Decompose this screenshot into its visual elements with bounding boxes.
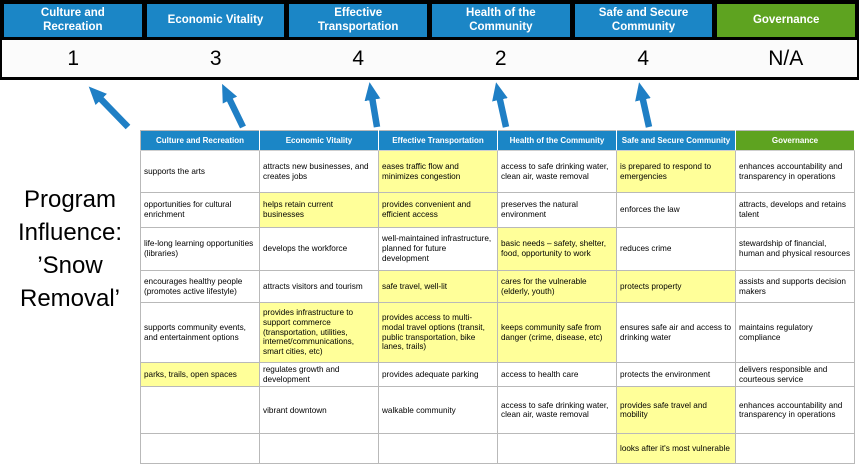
- matrix-cell: access to health care: [497, 362, 617, 388]
- matrix-cell: access to safe drinking water, clean air…: [497, 386, 617, 435]
- matrix-cell: protects property: [616, 270, 736, 303]
- score-governance: N/A: [768, 46, 804, 70]
- matrix-cell: looks after it's most vulnerable: [616, 433, 736, 465]
- matrix-cell: provides infrastructure to support comme…: [259, 302, 379, 363]
- matrix-cell: access to safe drinking water, clean air…: [497, 150, 617, 193]
- matrix-cell: walkable community: [378, 386, 498, 435]
- matrix-cell: life-long learning opportunities (librar…: [140, 227, 260, 271]
- banner-category-culture-recreation: Culture and Recreation: [4, 4, 142, 37]
- matrix-header-4: Safe and Secure Community: [616, 130, 736, 151]
- page-title: Program Influence: ’Snow Removal’: [17, 186, 123, 313]
- matrix-cell: encourages healthy people (promotes acti…: [140, 270, 260, 303]
- matrix-cell: cares for the vulnerable (elderly, youth…: [497, 270, 617, 303]
- up-arrow-icon: [364, 82, 381, 128]
- up-arrow-icon: [88, 86, 131, 130]
- table-row: opportunities for cultural enrichment hel…: [140, 192, 855, 228]
- table-row: supports community events, and entertain…: [140, 302, 855, 363]
- matrix-cell: regulates growth and development: [259, 362, 379, 388]
- priority-scores: 1 3 4 2 4 N/A: [2, 40, 857, 77]
- matrix-cell: assists and supports decision makers: [735, 270, 855, 303]
- table-row: life-long learning opportunities (librar…: [140, 227, 855, 271]
- matrix-cell: ensures safe air and access to drinking …: [616, 302, 736, 363]
- matrix-cell: [378, 433, 498, 465]
- arrows-layer: [88, 82, 653, 130]
- matrix-cell: vibrant downtown: [259, 386, 379, 435]
- matrix-header-1: Economic Vitality: [259, 130, 379, 151]
- matrix-cell: protects the environment: [616, 362, 736, 388]
- matrix-header-3: Health of the Community: [497, 130, 617, 151]
- matrix-cell: parks, trails, open spaces: [140, 362, 260, 388]
- matrix-header-2: Effective Transportation: [378, 130, 498, 151]
- matrix-cell: is prepared to respond to emergencies: [616, 150, 736, 193]
- matrix-cell: keeps community safe from danger (crime,…: [497, 302, 617, 363]
- matrix-cell: [259, 433, 379, 465]
- table-row: parks, trails, open spaces regulates grow…: [140, 362, 855, 388]
- matrix-cell: provides convenient and efficient access: [378, 192, 498, 228]
- matrix-cell: maintains regulatory compliance: [735, 302, 855, 363]
- matrix-cell: basic needs – safety, shelter, food, opp…: [497, 227, 617, 271]
- matrix-cell: attracts visitors and tourism: [259, 270, 379, 303]
- matrix-cell: [140, 433, 260, 465]
- table-row: encourages healthy people (promotes acti…: [140, 270, 855, 303]
- score-effective-transportation: 4: [352, 46, 365, 70]
- matrix-cell: delivers responsible and courteous servi…: [735, 362, 855, 388]
- matrix-cell: provides safe travel and mobility: [616, 386, 736, 435]
- banner-category-health-community: Health of the Community: [432, 4, 570, 37]
- matrix-cell: enhances accountability and transparency…: [735, 150, 855, 193]
- matrix-cell: opportunities for cultural enrichment: [140, 192, 260, 228]
- matrix-cell: well-maintained infrastructure, planned …: [378, 227, 498, 271]
- matrix-cell: safe travel, well-lit: [378, 270, 498, 303]
- priority-categories: Culture and Recreation Economic Vitality…: [2, 2, 857, 40]
- priority-banner: Culture and Recreation Economic Vitality…: [0, 0, 859, 80]
- matrix-cell: [140, 386, 260, 435]
- up-arrow-icon: [492, 82, 510, 128]
- banner-category-governance: Governance: [717, 4, 856, 37]
- table-row: looks after it's most vulnerable: [140, 433, 855, 465]
- matrix-cell: stewardship of financial, human and phys…: [735, 227, 855, 271]
- score-culture-recreation: 1: [67, 46, 80, 70]
- matrix-header-row: Culture and Recreation Economic Vitality E…: [140, 130, 855, 151]
- up-arrow-icon: [635, 82, 653, 128]
- banner-category-economic-vitality: Economic Vitality: [146, 4, 285, 37]
- matrix-cell: provides access to multi-modal travel op…: [378, 302, 498, 363]
- matrix-cell: supports community events, and entertain…: [140, 302, 260, 363]
- score-health-community: 2: [494, 46, 507, 70]
- matrix-cell: attracts, develops and retains talent: [735, 192, 855, 228]
- matrix-cell: [735, 433, 855, 465]
- up-arrow-icon: [222, 83, 246, 129]
- influence-matrix: Culture and Recreation Economic Vitality E…: [140, 130, 855, 465]
- score-safe-secure-community: 4: [637, 46, 650, 70]
- matrix-cell: helps retain current businesses: [259, 192, 379, 228]
- score-economic-vitality: 3: [209, 46, 222, 70]
- matrix-cell: enforces the law: [616, 192, 736, 228]
- matrix-cell: enhances accountability and transparency…: [735, 386, 855, 435]
- table-row: vibrant downtown walkable community access…: [140, 386, 855, 435]
- matrix-cell: eases traffic flow and minimizes congest…: [378, 150, 498, 193]
- matrix-header-5: Governance: [735, 130, 855, 151]
- matrix-cell: supports the arts: [140, 150, 260, 193]
- banner-category-effective-transportation: Effective Transportation: [289, 4, 428, 37]
- matrix-cell: reduces crime: [616, 227, 736, 271]
- matrix-cell: provides adequate parking: [378, 362, 498, 388]
- matrix-cell: preserves the natural environment: [497, 192, 617, 228]
- matrix-header-0: Culture and Recreation: [140, 130, 260, 151]
- matrix-cell: attracts new businesses, and creates job…: [259, 150, 379, 193]
- table-row: supports the arts attracts new businesses…: [140, 150, 855, 193]
- matrix-cell: [497, 433, 617, 465]
- matrix-cell: develops the workforce: [259, 227, 379, 271]
- banner-category-safe-secure-community: Safe and Secure Community: [574, 4, 713, 37]
